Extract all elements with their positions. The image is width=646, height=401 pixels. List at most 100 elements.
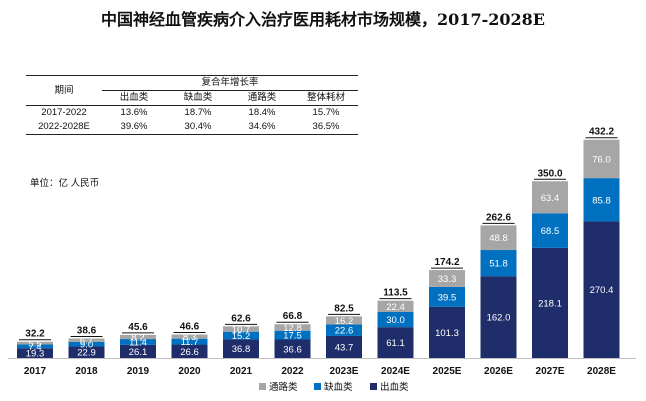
total-label-2026E: 262.6 — [486, 212, 511, 223]
data-label-缺血类-2020: 11.7 — [181, 337, 199, 348]
data-label-出血类-2027E: 218.1 — [538, 298, 562, 309]
table-cell: 39.6% — [102, 120, 166, 135]
x-tick-label-2026E: 2026E — [484, 366, 513, 377]
data-label-缺血类-2026E: 51.8 — [489, 259, 508, 270]
bar-segment-通路类-2021 — [223, 326, 259, 332]
bar-segment-通路类-2020 — [171, 334, 208, 339]
x-tick-label-2023E: 2023E — [330, 366, 359, 377]
bar-segment-出血类-2023E — [326, 335, 362, 358]
data-label-通路类-2017: 5.5 — [28, 339, 41, 350]
bar-segment-出血类-2025E — [429, 306, 465, 358]
data-label-通路类-2027E: 63.4 — [541, 193, 560, 204]
data-label-通路类-2023E: 16.2 — [335, 316, 354, 327]
bar-segment-缺血类-2025E — [429, 286, 465, 307]
x-tick-label-2024E: 2024E — [381, 366, 410, 377]
data-label-缺血类-2019: 11.4 — [129, 337, 147, 348]
bar-segment-出血类-2019 — [120, 344, 156, 358]
table-cell: 30.4% — [166, 120, 230, 135]
data-label-通路类-2020: 8.3 — [183, 332, 196, 343]
data-label-缺血类-2023E: 22.6 — [335, 326, 354, 337]
bar-segment-通路类-2027E — [532, 181, 568, 214]
data-label-通路类-2019: 8.2 — [131, 332, 144, 343]
bar-segment-缺血类-2018 — [68, 341, 105, 347]
total-label-2023E: 82.5 — [334, 303, 354, 314]
bar-segment-缺血类-2019 — [120, 339, 156, 345]
total-label-2021: 62.6 — [231, 313, 251, 324]
x-tick-label-2019: 2019 — [127, 366, 150, 377]
bar-segment-缺血类-2021 — [223, 331, 259, 340]
bar-segment-缺血类-2026E — [480, 250, 517, 277]
data-label-通路类-2028E: 76.0 — [592, 154, 611, 165]
legend-swatch-出血类 — [370, 383, 377, 390]
bar-segment-缺血类-2024E — [377, 311, 414, 328]
x-tick-label-2028E: 2028E — [587, 366, 616, 377]
bar-segment-出血类-2024E — [377, 327, 414, 358]
bar-segment-通路类-2026E — [480, 225, 517, 251]
bar-segment-缺血类-2022 — [274, 330, 311, 340]
legend-swatch-缺血类 — [314, 383, 321, 390]
legend-label-通路类: 通路类 — [269, 381, 298, 393]
data-label-缺血类-2027E: 68.5 — [541, 226, 560, 237]
data-label-通路类-2022: 12.8 — [283, 323, 302, 334]
table-header-cagr: 复合年增长率 — [102, 75, 358, 91]
bar-segment-出血类-2027E — [532, 247, 568, 358]
cagr-table: 期间 复合年增长率 出血类 缺血类 通路类 整体耗材 2017-2022 13.… — [26, 75, 358, 135]
bar-segment-通路类-2019 — [120, 334, 156, 340]
bar-segment-缺血类-2027E — [532, 213, 568, 248]
bar-segment-缺血类-2028E — [583, 178, 620, 222]
table-cell: 18.4% — [230, 105, 294, 120]
data-label-出血类-2028E: 270.4 — [590, 285, 614, 296]
data-label-通路类-2018: 6.7 — [80, 336, 93, 347]
data-label-出血类-2023E: 43.7 — [335, 342, 354, 353]
x-tick-label-2017: 2017 — [24, 366, 47, 377]
table-cell-period: 2022-2028E — [26, 120, 102, 135]
bar-segment-通路类-2018 — [68, 338, 105, 342]
table-cell: 15.7% — [294, 105, 358, 120]
bar-segment-通路类-2017 — [17, 341, 53, 345]
data-label-出血类-2026E: 162.0 — [487, 313, 511, 324]
table-col-tongluo: 通路类 — [230, 90, 294, 106]
legend-label-出血类: 出血类 — [380, 381, 409, 393]
unit-label: 单位：亿 人民币 — [30, 178, 100, 189]
data-label-缺血类-2024E: 30.0 — [386, 315, 405, 326]
bar-segment-缺血类-2023E — [326, 324, 362, 336]
legend-swatch-通路类 — [259, 383, 266, 390]
bar-segment-出血类-2020 — [171, 344, 208, 358]
data-label-缺血类-2022: 17.5 — [283, 331, 302, 342]
data-label-出血类-2025E: 101.3 — [435, 328, 459, 339]
total-label-2022: 66.8 — [283, 311, 303, 322]
data-label-通路类-2025E: 33.3 — [438, 274, 457, 285]
data-label-缺血类-2021: 15.2 — [232, 331, 251, 342]
x-tick-label-2022: 2022 — [281, 366, 304, 377]
total-label-2027E: 350.0 — [537, 168, 562, 179]
total-label-2025E: 174.2 — [434, 257, 459, 268]
data-label-出血类-2021: 36.8 — [232, 344, 251, 355]
bar-segment-出血类-2028E — [583, 221, 620, 358]
table-cell: 18.7% — [166, 105, 230, 120]
table-cell: 34.6% — [230, 120, 294, 135]
total-label-2018: 38.6 — [77, 326, 97, 337]
bar-segment-缺血类-2020 — [171, 338, 208, 345]
table-cell: 36.5% — [294, 120, 358, 135]
x-tick-label-2021: 2021 — [230, 366, 253, 377]
data-label-通路类-2026E: 48.8 — [489, 233, 508, 244]
total-label-2024E: 113.5 — [383, 288, 408, 299]
data-label-缺血类-2025E: 39.5 — [438, 292, 457, 303]
total-label-2017: 32.2 — [25, 329, 45, 340]
data-label-出血类-2018: 22.9 — [77, 348, 96, 359]
data-label-出血类-2020: 26.6 — [180, 347, 199, 358]
data-label-通路类-2024E: 22.4 — [386, 302, 405, 313]
bar-segment-通路类-2025E — [429, 270, 465, 287]
table-col-quexue: 缺血类 — [166, 90, 230, 106]
data-label-出血类-2017: 19.3 — [26, 349, 45, 360]
data-label-出血类-2019: 26.1 — [129, 347, 148, 358]
x-tick-label-2027E: 2027E — [536, 366, 565, 377]
table-row: 2017-2022 13.6% 18.7% 18.4% 15.7% — [26, 105, 358, 120]
data-label-出血类-2022: 36.6 — [283, 344, 302, 355]
bar-segment-出血类-2018 — [68, 346, 105, 358]
table-col-total: 整体耗材 — [294, 90, 358, 106]
bar-segment-通路类-2024E — [377, 300, 414, 312]
bar-segment-出血类-2021 — [223, 339, 259, 358]
data-label-缺血类-2017: 7.4 — [28, 342, 41, 353]
